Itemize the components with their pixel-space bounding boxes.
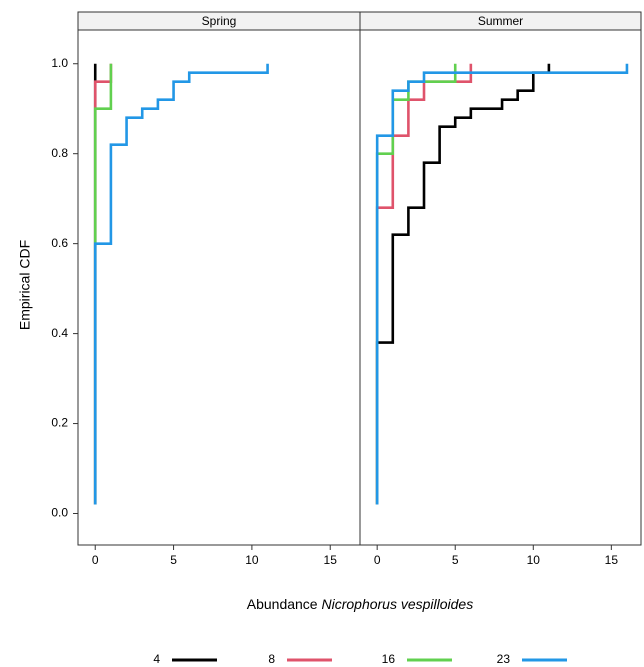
- y-tick-label: 0.6: [51, 236, 68, 250]
- legend-label: 16: [382, 652, 396, 666]
- ecdf-line: [375, 63, 473, 505]
- y-axis-label: Empirical CDF: [17, 240, 33, 330]
- y-tick-label: 0.0: [51, 506, 68, 520]
- x-tick-label: 0: [374, 553, 381, 567]
- y-tick-label: 1.0: [51, 56, 68, 70]
- x-label-species: Nicrophorus vespilloides: [321, 596, 473, 612]
- x-tick-label: 10: [245, 553, 259, 567]
- y-tick-label: 0.2: [51, 416, 68, 430]
- y-tick-label: 0.4: [51, 326, 68, 340]
- ecdf-line: [93, 63, 113, 505]
- ecdf-line: [93, 63, 113, 505]
- x-label-text: Abundance: [247, 596, 318, 612]
- legend-label: 4: [153, 652, 160, 666]
- x-tick-label: 5: [452, 553, 459, 567]
- x-tick-label: 5: [170, 553, 177, 567]
- panel-title: Spring: [202, 14, 237, 28]
- x-tick-label: 0: [92, 553, 99, 567]
- legend-label: 23: [497, 652, 511, 666]
- panel-frame: [359, 29, 642, 546]
- ecdf-line: [375, 63, 629, 505]
- panel-frame: [77, 29, 361, 546]
- ecdf-line: [375, 63, 551, 505]
- x-axis-label: Abundance Nicrophorus vespilloides: [247, 596, 473, 612]
- x-tick-label: 10: [527, 553, 541, 567]
- x-tick-label: 15: [605, 553, 619, 567]
- panel-title: Summer: [478, 14, 523, 28]
- ecdf-line: [93, 63, 269, 505]
- y-tick-label: 0.8: [51, 146, 68, 160]
- legend-label: 8: [268, 652, 275, 666]
- ecdf-line: [375, 63, 457, 505]
- x-tick-label: 15: [324, 553, 338, 567]
